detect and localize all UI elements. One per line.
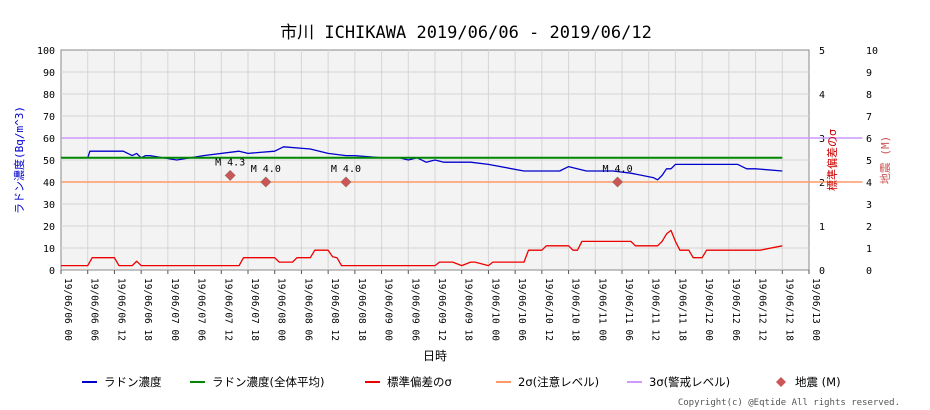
- y-tick-label-left: 60: [43, 134, 55, 145]
- y-tick-label-sigma: 0: [819, 266, 825, 277]
- x-tick-label: 19/06/07 12: [222, 278, 233, 341]
- x-tick-label: 19/06/10 18: [570, 278, 581, 341]
- y-tick-label-quake: 8: [866, 90, 872, 101]
- legend-label: ラドン濃度(全体平均): [212, 375, 324, 389]
- y-tick-label-left: 100: [37, 46, 55, 57]
- y-tick-label-left: 0: [49, 266, 55, 277]
- y-tick-label-sigma: 1: [819, 222, 825, 233]
- y-tick-label-left: 80: [43, 90, 55, 101]
- y-tick-label-quake: 2: [866, 222, 872, 233]
- x-tick-label: 19/06/13 00: [810, 278, 821, 341]
- x-axis-label: 日時: [423, 349, 447, 363]
- y-tick-label-quake: 1: [866, 244, 872, 255]
- legend-label: 3σ(警戒レベル): [649, 375, 730, 389]
- y-axis-label-sigma: 標準偏差のσ: [825, 129, 839, 191]
- y-tick-label-left: 50: [43, 156, 55, 167]
- x-tick-label: 19/06/11 12: [650, 278, 661, 341]
- x-tick-label: 19/06/12 12: [757, 278, 768, 341]
- x-tick-label: 19/06/12 00: [703, 278, 714, 341]
- copyright-notice: Copyright(c) @Eqtide All rights reserved…: [678, 398, 900, 408]
- x-tick-label: 19/06/10 00: [489, 278, 500, 341]
- x-tick-label: 19/06/12 18: [783, 278, 794, 341]
- x-tick-label: 19/06/06 18: [142, 278, 153, 341]
- legend-swatch-marker: [776, 377, 786, 387]
- y-tick-label-quake: 10: [866, 46, 878, 57]
- x-tick-label: 19/06/09 06: [409, 278, 420, 341]
- y-axis-label-left: ラドン濃度(Bq/m^3): [12, 106, 26, 214]
- x-tick-label: 19/06/06 06: [89, 278, 100, 341]
- y-tick-label-sigma: 4: [819, 90, 825, 101]
- x-tick-label: 19/06/09 18: [463, 278, 474, 341]
- legend-label: 標準偏差のσ: [387, 375, 452, 389]
- x-tick-label: 19/06/09 00: [383, 278, 394, 341]
- y-tick-label-left: 40: [43, 178, 55, 189]
- series-line-radon: [61, 146, 783, 181]
- y-tick-label-quake: 0: [866, 266, 872, 277]
- y-tick-label-left: 10: [43, 244, 55, 255]
- x-tick-label: 19/06/11 18: [676, 278, 687, 341]
- y-tick-label-quake: 4: [866, 178, 872, 189]
- y-tick-label-quake: 3: [866, 200, 872, 211]
- y-tick-label-quake: 9: [866, 68, 872, 79]
- x-tick-label: 19/06/08 00: [276, 278, 287, 341]
- y-tick-label-quake: 6: [866, 134, 872, 145]
- earthquake-marker: [340, 176, 352, 188]
- y-tick-label-left: 90: [43, 68, 55, 79]
- earthquake-marker: [612, 176, 623, 188]
- y-tick-label-quake: 5: [866, 156, 872, 167]
- earthquake-label: M 4.0: [331, 164, 361, 175]
- x-tick-label: 19/06/12 06: [730, 278, 741, 341]
- x-tick-label: 19/06/10 06: [516, 278, 527, 341]
- x-tick-label: 19/06/08 18: [356, 278, 367, 341]
- earthquake-marker: [260, 176, 272, 188]
- chart-title: 市川 ICHIKAWA 2019/06/06 - 2019/06/12: [280, 23, 652, 43]
- x-tick-label: 19/06/08 12: [329, 278, 340, 341]
- x-tick-label: 19/06/07 00: [169, 278, 180, 341]
- y-tick-label-sigma: 5: [819, 46, 825, 57]
- legend-label: 地震 (M): [795, 375, 841, 389]
- x-tick-label: 19/06/11 00: [596, 278, 607, 341]
- y-tick-label-left: 20: [43, 222, 55, 233]
- y-tick-label-left: 70: [43, 112, 55, 123]
- x-tick-label: 19/06/07 18: [249, 278, 260, 341]
- earthquake-label: M 4.0: [251, 164, 281, 175]
- earthquake-marker: [224, 169, 236, 181]
- x-tick-label: 19/06/06 12: [115, 278, 126, 341]
- legend-label: ラドン濃度: [104, 375, 162, 389]
- x-tick-label: 19/06/06 00: [62, 278, 73, 341]
- x-tick-label: 19/06/11 06: [623, 278, 634, 341]
- x-tick-label: 19/06/09 12: [436, 278, 447, 341]
- legend-label: 2σ(注意レベル): [518, 375, 599, 389]
- y-tick-label-sigma: 2: [819, 178, 825, 189]
- earthquake-label: M 4.0: [602, 164, 632, 175]
- y-tick-label-sigma: 3: [819, 134, 825, 145]
- x-tick-label: 19/06/10 12: [543, 278, 554, 341]
- series-line-sigma: [61, 229, 783, 267]
- x-tick-label: 19/06/07 06: [196, 278, 207, 341]
- y-axis-label-quake: 地震 (M): [879, 136, 892, 185]
- x-tick-label: 19/06/08 06: [302, 278, 313, 341]
- y-tick-label-quake: 7: [866, 112, 872, 123]
- earthquake-label: M 4.3: [215, 157, 245, 168]
- y-tick-label-left: 30: [43, 200, 55, 211]
